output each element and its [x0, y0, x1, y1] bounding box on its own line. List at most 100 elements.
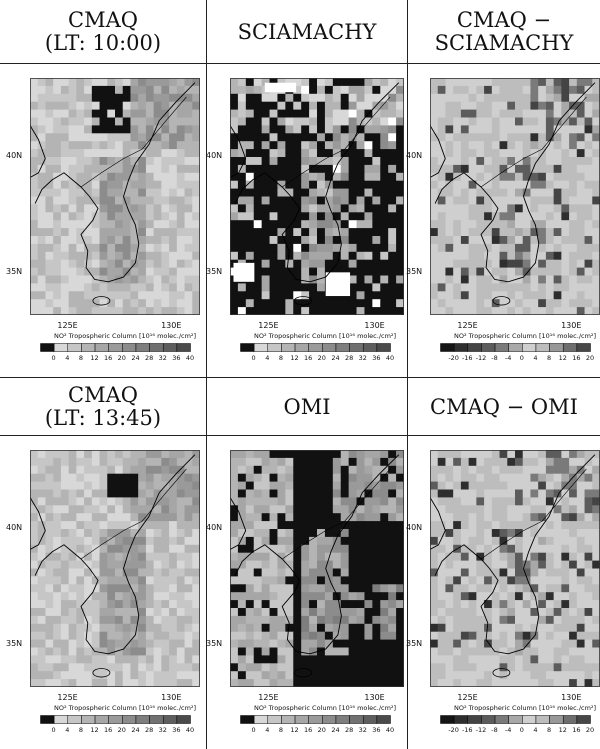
grid-cell [545, 141, 555, 150]
colorbar-swatch [467, 343, 482, 352]
grid-cell [245, 204, 255, 213]
grid-cell [388, 639, 397, 649]
grid-cell [364, 78, 373, 87]
grid-cell [161, 299, 170, 308]
header-cmaq-minus-sciamachy: CMAQ − SCIAMACHY [434, 8, 574, 55]
grid-cell [569, 544, 578, 554]
grid-cell [115, 450, 124, 459]
grid-cell [76, 180, 85, 190]
grid-cell [301, 157, 310, 166]
grid-cell [161, 505, 170, 514]
grid-cell [285, 149, 294, 158]
grid-cell [277, 639, 286, 649]
grid-cell [468, 85, 477, 95]
grid-cell [491, 584, 501, 593]
grid-cell [285, 623, 294, 633]
grid-cell [372, 473, 381, 483]
column-divider [407, 0, 408, 749]
grid-cell [261, 93, 271, 103]
grid-cell [192, 481, 200, 491]
grid-cell [285, 164, 294, 174]
grid-cell [348, 228, 358, 237]
grid-cell [445, 639, 454, 649]
grid-cell [576, 568, 586, 577]
grid-cell [192, 101, 200, 111]
grid-cell [153, 188, 162, 198]
colorbar-tick-label: 32 [158, 726, 167, 734]
grid-cell [340, 529, 350, 538]
colorbar-tick-label: 32 [358, 726, 367, 734]
grid-cell [576, 220, 586, 229]
grid-cell [309, 85, 318, 95]
colorbar-swatch [308, 343, 323, 352]
grid-cell [317, 172, 326, 182]
grid-cell [576, 655, 586, 664]
grid-cell [237, 291, 247, 300]
grid-cell [317, 505, 326, 514]
grid-cell [515, 236, 524, 245]
grid-cell [138, 299, 147, 308]
grid-cell [53, 615, 62, 625]
grid-cell [372, 568, 381, 577]
grid-cell [169, 78, 178, 87]
grid-cell [60, 481, 70, 491]
grid-cell [545, 109, 555, 119]
grid-cell [388, 251, 397, 261]
grid-cell [261, 291, 271, 300]
grid-cell [476, 473, 485, 483]
grid-cell [269, 529, 279, 538]
grid-cell [145, 544, 155, 554]
grid-cell [561, 299, 570, 308]
grid-cell [122, 457, 132, 467]
grid-cell [324, 236, 334, 245]
colorbar-tick-label: 0 [51, 354, 56, 362]
grid-cell [530, 521, 539, 530]
grid-cell [445, 164, 454, 174]
map-frame [30, 78, 200, 315]
grid-cell [491, 600, 501, 609]
grid-cell [356, 679, 366, 687]
grid-cell [53, 631, 62, 641]
grid-cell [245, 251, 255, 261]
map-panel-omi: 40N 35N 125E 130E NO² Tropospheric Column [1… [206, 450, 404, 747]
grid-cell [445, 149, 454, 158]
grid-cell [545, 544, 555, 554]
grid-cell [301, 275, 310, 284]
grid-cell [380, 568, 389, 577]
grid-cell [317, 655, 326, 664]
colorbar-swatch [81, 715, 96, 724]
grid-cell [261, 544, 271, 554]
grid-cell [356, 552, 366, 562]
longitude-label: 125E [258, 693, 279, 702]
grid-cell [476, 196, 485, 205]
grid-cell [277, 505, 286, 514]
grid-cell [491, 671, 501, 680]
grid-cell [468, 164, 477, 174]
grid-cell [76, 465, 85, 475]
grid-cell [576, 671, 586, 680]
grid-cell [522, 568, 532, 577]
grid-cell [45, 560, 54, 570]
grid-cell [76, 505, 85, 514]
grid-cell [161, 529, 170, 538]
grid-cell [230, 180, 239, 190]
grid-cell [107, 552, 116, 562]
grid-cell [122, 212, 132, 221]
grid-cell [430, 615, 439, 625]
grid-cell [584, 679, 593, 687]
grid-cell [122, 536, 132, 546]
grid-cell [237, 552, 247, 562]
grid-cell [91, 536, 101, 546]
grid-cell [245, 631, 255, 641]
grid-cell [372, 600, 381, 609]
grid-cell [515, 481, 524, 491]
grid-cell [348, 93, 358, 103]
grid-cell [37, 647, 47, 656]
grid-cell [545, 283, 555, 292]
grid-cell [388, 505, 397, 514]
grid-cell [453, 236, 462, 245]
grid-cell [115, 568, 124, 577]
grid-cell [293, 584, 302, 593]
grid-cell [561, 180, 570, 190]
grid-cell [99, 631, 108, 641]
